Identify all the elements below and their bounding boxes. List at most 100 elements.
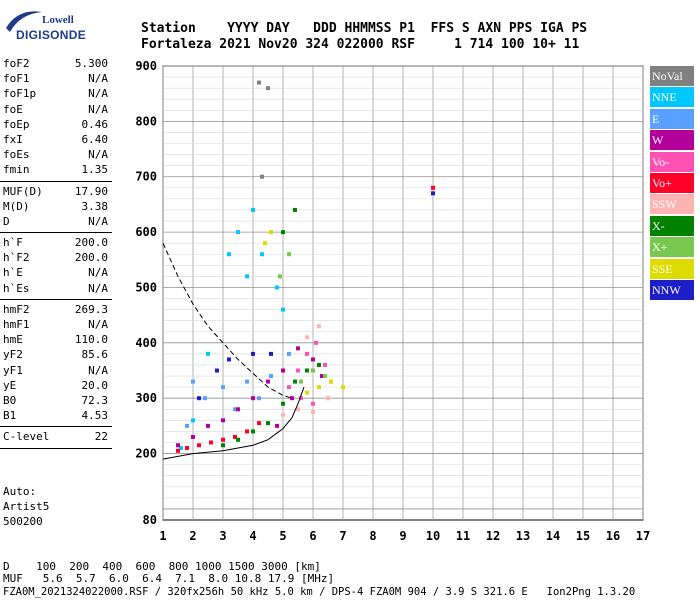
param-value: 3.38 [81, 199, 109, 213]
logo-lowell: Lowell [42, 14, 74, 26]
param-key: foF2 [3, 57, 30, 70]
x-tick-label: 17 [636, 529, 650, 543]
param-key: C-level [3, 430, 50, 444]
param-key: h`E [3, 266, 23, 280]
data-point [203, 396, 207, 401]
x-tick-label: 10 [426, 529, 440, 543]
x-tick-label: 13 [516, 529, 530, 543]
legend-item: SSW [650, 194, 694, 215]
param-key: foF1p [3, 87, 37, 101]
x-tick-label: 16 [606, 529, 620, 543]
data-point [185, 446, 189, 451]
polarization-legend: NoVal NNE E W Vo- Vo+ SSW X- X+ SSE NNW [650, 66, 694, 301]
data-point [263, 241, 267, 246]
data-point [326, 396, 330, 401]
param-separator [0, 232, 112, 234]
y-tick-label: 900 [135, 59, 157, 73]
data-point [317, 324, 321, 329]
auto-program: Artist5 [3, 500, 50, 513]
param-key: MUF(D) [3, 184, 43, 198]
data-point [320, 374, 324, 379]
param-value: N/A [88, 266, 108, 280]
data-point [251, 396, 255, 401]
y-tick-label: 400 [135, 336, 157, 350]
param-row: B1 4.53 [0, 409, 112, 424]
data-point [236, 437, 240, 442]
data-point [245, 274, 249, 279]
param-key: foE [3, 102, 23, 116]
param-key: B0 [3, 393, 17, 407]
x-tick-label: 11 [456, 529, 470, 543]
legend-item: NoVal [650, 66, 694, 86]
legend-item: NNE [650, 87, 694, 108]
param-key: h`F2 [3, 251, 30, 265]
data-point [305, 351, 309, 356]
data-point [260, 174, 264, 179]
data-point [266, 86, 270, 91]
param-key: hmF2 [3, 302, 30, 316]
data-point [176, 448, 180, 453]
x-tick-label: 7 [339, 529, 346, 543]
param-row: yF1 N/A [0, 364, 112, 379]
data-point [299, 379, 303, 384]
param-value: N/A [88, 87, 108, 101]
header-values: Fortaleza 2021 Nov20 324 022000 RSF 1 71… [141, 37, 580, 52]
legend-item: E [650, 108, 694, 129]
param-key: fxI [3, 132, 23, 146]
data-point [281, 230, 285, 235]
data-point [317, 385, 321, 390]
data-point [233, 434, 237, 439]
data-point [227, 252, 231, 257]
data-point [311, 368, 315, 373]
param-row: M(D) 3.38 [0, 200, 112, 215]
data-point [191, 434, 195, 439]
legend-item: X- [650, 215, 694, 236]
param-key: foF1 [3, 72, 30, 86]
data-point [269, 230, 273, 235]
x-tick-label: 1 [159, 529, 166, 543]
param-key: B1 [3, 409, 17, 423]
data-point [197, 396, 201, 401]
data-point [269, 374, 273, 379]
logo-digisonde: DIGISONDE [16, 28, 87, 42]
param-key: M(D) [3, 199, 30, 213]
param-key: foEp [3, 117, 30, 131]
param-value: 6.40 [81, 132, 109, 146]
data-point [245, 429, 249, 434]
param-value: N/A [88, 72, 108, 86]
param-separator [0, 426, 112, 428]
data-point [281, 401, 285, 406]
data-point [227, 357, 231, 362]
param-row: fmin 1.35 [0, 163, 112, 178]
param-row: foEs N/A [0, 148, 112, 163]
param-row: h`E N/A [0, 266, 112, 281]
param-key: yE [3, 378, 17, 392]
data-point [215, 368, 219, 373]
logo-swoosh-icon [6, 11, 42, 32]
data-point [296, 407, 300, 412]
param-row: h`F2 200.0 [0, 251, 112, 266]
param-row: yF2 85.6 [0, 348, 112, 363]
param-value: N/A [88, 214, 108, 228]
data-point [323, 362, 327, 367]
param-row: hmF1 N/A [0, 318, 112, 333]
param-value: 200.0 [74, 236, 108, 250]
param-value: 0.46 [81, 117, 109, 131]
parameter-list: foF2 5.300 foF1 N/A foF1p N/A foE N/A foEp 0.46 fx… [0, 57, 112, 452]
param-row: MUF(D) 17.90 [0, 185, 112, 200]
param-value: 17.90 [74, 184, 108, 198]
data-point [287, 252, 291, 257]
param-value: 4.53 [81, 409, 109, 423]
data-point [191, 418, 195, 423]
x-tick-label: 5 [279, 529, 286, 543]
data-point [290, 396, 294, 401]
legend-item: Vo- [650, 151, 694, 172]
param-value: 110.0 [74, 333, 108, 347]
x-tick-label: 12 [486, 529, 500, 543]
data-point [197, 443, 201, 448]
param-value: 1.35 [81, 163, 109, 177]
param-value: N/A [88, 318, 108, 331]
param-key: D [3, 214, 10, 228]
data-point [281, 307, 285, 312]
param-row: h`Es N/A [0, 282, 112, 297]
